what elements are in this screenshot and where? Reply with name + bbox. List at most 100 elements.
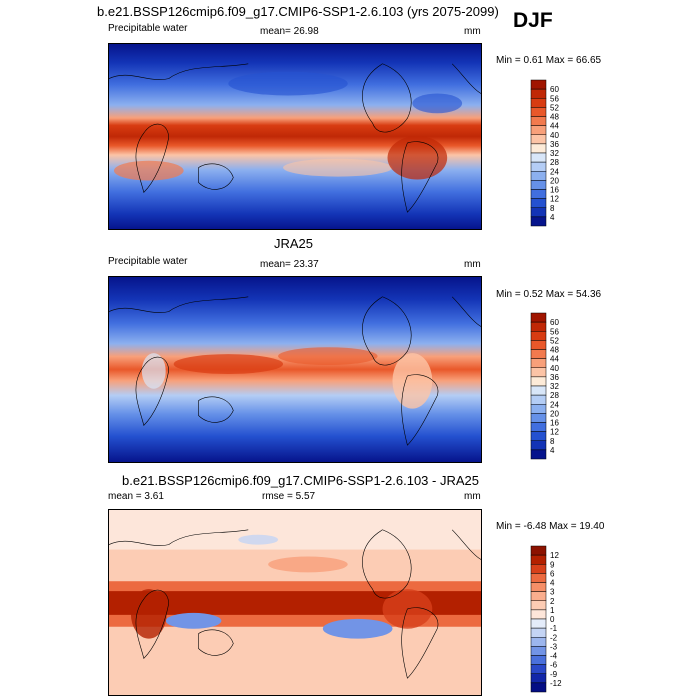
colorbar-box (530, 449, 547, 460)
colorbar-box (530, 189, 547, 199)
colorbar-box (530, 627, 547, 638)
colorbar-box (530, 161, 547, 172)
colorbar-tick-label: 4 (550, 446, 555, 455)
colorbar-box (530, 116, 547, 126)
colorbar-box (530, 367, 547, 378)
colorbar-tick-label: 20 (550, 176, 559, 185)
colorbar-box (530, 198, 547, 208)
colorbar-tick-label: 8 (550, 204, 555, 213)
colorbar-box (530, 88, 547, 99)
panel3-units-label: mm (464, 491, 481, 502)
colorbar-tick-label: 32 (550, 382, 559, 391)
colorbar-tick-label: 24 (550, 167, 559, 176)
colorbar-box (530, 143, 547, 154)
colorbar-tick-label: 2 (550, 597, 555, 606)
season-label: DJF (513, 9, 553, 32)
colorbar-tick-label: 12 (550, 195, 559, 204)
colorbar-tick-label: -6 (550, 661, 558, 670)
panel3-mean-label: mean = 3.61 (108, 491, 164, 502)
colorbar-box (530, 394, 547, 405)
colorbar-tick-label: 36 (550, 140, 559, 149)
colorbar-box (530, 609, 547, 620)
colorbar-box (530, 440, 547, 451)
colorbar-tick-label: 36 (550, 373, 559, 382)
colorbar-tick-label: 60 (550, 318, 559, 327)
colorbar-box (530, 349, 547, 359)
colorbar-tick-label: 4 (550, 213, 555, 222)
panel3-map-field (109, 510, 481, 695)
colorbar-tick-label: 12 (550, 428, 559, 437)
colorbar-box (530, 107, 547, 117)
colorbar-tick-label: 20 (550, 409, 559, 418)
colorbar-tick-label: -12 (550, 679, 562, 688)
colorbar-box (530, 618, 547, 629)
colorbar-box (530, 385, 547, 396)
panel3-title: b.e21.BSSP126cmip6.f09_g17.CMIP6-SSP1-2.… (122, 473, 479, 488)
panel3-colorbar: 12 9 6 4 3 2 1 0 -1 -2 -3 -4 -6 -9 -12 (530, 545, 591, 694)
colorbar-box (530, 637, 547, 647)
colorbar-box (530, 655, 547, 665)
colorbar-box (530, 554, 547, 565)
colorbar-tick-label: -2 (550, 633, 558, 642)
colorbar-box (530, 125, 547, 135)
colorbar-tick-label: 16 (550, 419, 559, 428)
colorbar-box (530, 152, 547, 163)
colorbar-tick-label: -4 (550, 652, 558, 661)
colorbar-tick-label: 52 (550, 103, 559, 112)
panel2-minmax-label: Min = 0.52 Max = 54.36 (496, 289, 602, 300)
colorbar-tick-label: 0 (550, 615, 555, 624)
panel2-title: JRA25 (274, 236, 314, 251)
panel1-variable-label: Precipitable water (108, 23, 188, 34)
colorbar-tick-label: 32 (550, 149, 559, 158)
colorbar-box (530, 413, 547, 423)
colorbar-tick-label: 52 (550, 336, 559, 345)
colorbar-box (530, 340, 547, 350)
colorbar-box (530, 664, 547, 674)
colorbar-tick-label: 56 (550, 94, 559, 103)
colorbar-box (530, 207, 547, 218)
colorbar-box (530, 404, 547, 414)
colorbar-tick-label: 40 (550, 364, 559, 373)
colorbar-tick-label: 44 (550, 355, 559, 364)
colorbar-tick-label: 8 (550, 437, 555, 446)
colorbar-box (530, 98, 547, 108)
colorbar-box (530, 422, 547, 432)
colorbar-tick-label: -3 (550, 642, 558, 651)
colorbar-tick-label: 16 (550, 186, 559, 195)
colorbar-tick-label: -1 (550, 624, 558, 633)
colorbar-tick-label: 28 (550, 391, 559, 400)
colorbar-box (530, 564, 547, 574)
colorbar-box (530, 582, 547, 592)
panel2-colorbar: 60 56 52 48 44 40 36 32 28 24 20 16 12 8 4 (530, 312, 591, 461)
colorbar-tick-label: 48 (550, 113, 559, 122)
colorbar-box (530, 545, 547, 556)
colorbar-tick-label: 12 (550, 551, 559, 560)
colorbar-box (530, 134, 547, 145)
panel3-rmse-label: rmse = 5.57 (262, 491, 316, 502)
colorbar-tick-label: 60 (550, 85, 559, 94)
colorbar-tick-label: 1 (550, 606, 555, 615)
panel2-map (108, 276, 482, 463)
colorbar-box (530, 331, 547, 341)
colorbar-box (530, 682, 547, 693)
panel2-variable-label: Precipitable water (108, 256, 188, 267)
colorbar-box (530, 376, 547, 387)
colorbar-tick-label: 9 (550, 560, 555, 569)
panel2-map-field (109, 277, 481, 462)
colorbar-tick-label: 40 (550, 131, 559, 140)
panel1-title: b.e21.BSSP126cmip6.f09_g17.CMIP6-SSP1-2.… (97, 4, 499, 19)
colorbar-box (530, 600, 547, 611)
panel1-map (108, 43, 482, 230)
panel3-map (108, 509, 482, 696)
colorbar-box (530, 321, 547, 332)
colorbar-tick-label: 56 (550, 327, 559, 336)
colorbar-tick-label: 28 (550, 158, 559, 167)
panel1-colorbar: 60 56 52 48 44 40 36 32 28 24 20 16 12 8 4 (530, 79, 591, 228)
colorbar-box (530, 431, 547, 441)
panel3-minmax-label: Min = -6.48 Max = 19.40 (496, 521, 605, 532)
colorbar-box (530, 573, 547, 583)
colorbar-tick-label: 6 (550, 569, 555, 578)
colorbar-box (530, 216, 547, 227)
